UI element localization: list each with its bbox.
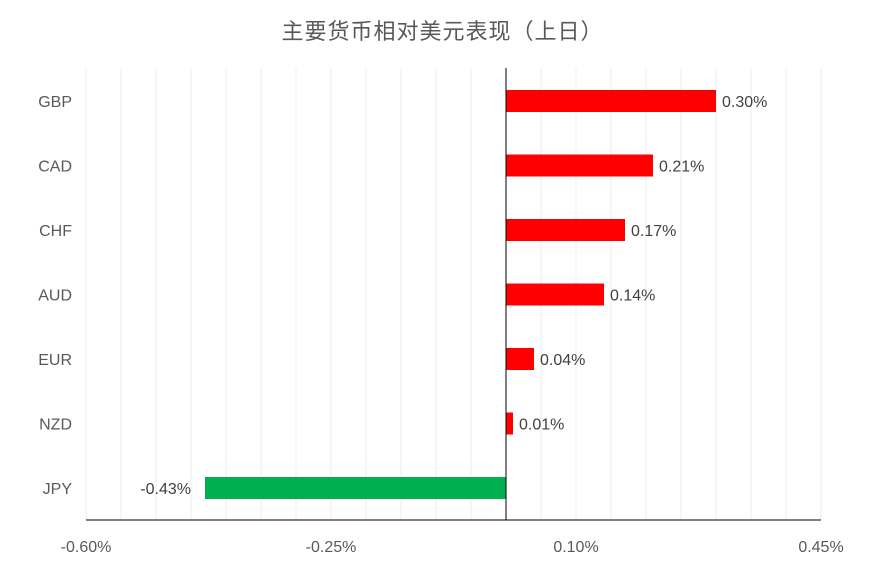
- category-label-eur: EUR: [38, 352, 72, 369]
- data-label-gbp: 0.30%: [722, 94, 767, 111]
- category-label-chf: CHF: [39, 223, 72, 240]
- data-label-chf: 0.17%: [631, 223, 676, 240]
- x-tick-label: -0.25%: [306, 539, 357, 556]
- chart-title: 主要货币相对美元表现（上日）: [281, 20, 604, 45]
- data-label-aud: 0.14%: [610, 288, 655, 305]
- data-label-cad: 0.21%: [659, 159, 704, 176]
- bar-nzd: [506, 412, 513, 435]
- data-label-nzd: 0.01%: [519, 417, 564, 434]
- data-label-eur: 0.04%: [540, 352, 585, 369]
- category-label-jpy: JPY: [43, 481, 73, 498]
- x-tick-label: -0.60%: [61, 539, 112, 556]
- bar-eur: [506, 348, 534, 370]
- grid-lines: [85, 68, 822, 520]
- category-label-nzd: NZD: [39, 417, 72, 434]
- bar-jpy: [205, 477, 506, 499]
- bar-chf: [506, 219, 625, 241]
- category-label-cad: CAD: [38, 159, 72, 176]
- bar-gbp: [506, 90, 716, 112]
- x-tick-label: 0.45%: [798, 539, 843, 556]
- labels: GBP 0.30% CAD 0.21% CHF 0.17% AUD 0.14% EUR 0.04%…: [38, 94, 843, 556]
- bars: [205, 90, 716, 499]
- bar-cad: [506, 154, 653, 177]
- category-label-aud: AUD: [38, 288, 72, 305]
- axes: [86, 68, 821, 521]
- bar-aud: [506, 283, 604, 306]
- category-label-gbp: GBP: [38, 94, 72, 111]
- x-tick-label: 0.10%: [553, 539, 598, 556]
- data-label-jpy: -0.43%: [140, 481, 191, 498]
